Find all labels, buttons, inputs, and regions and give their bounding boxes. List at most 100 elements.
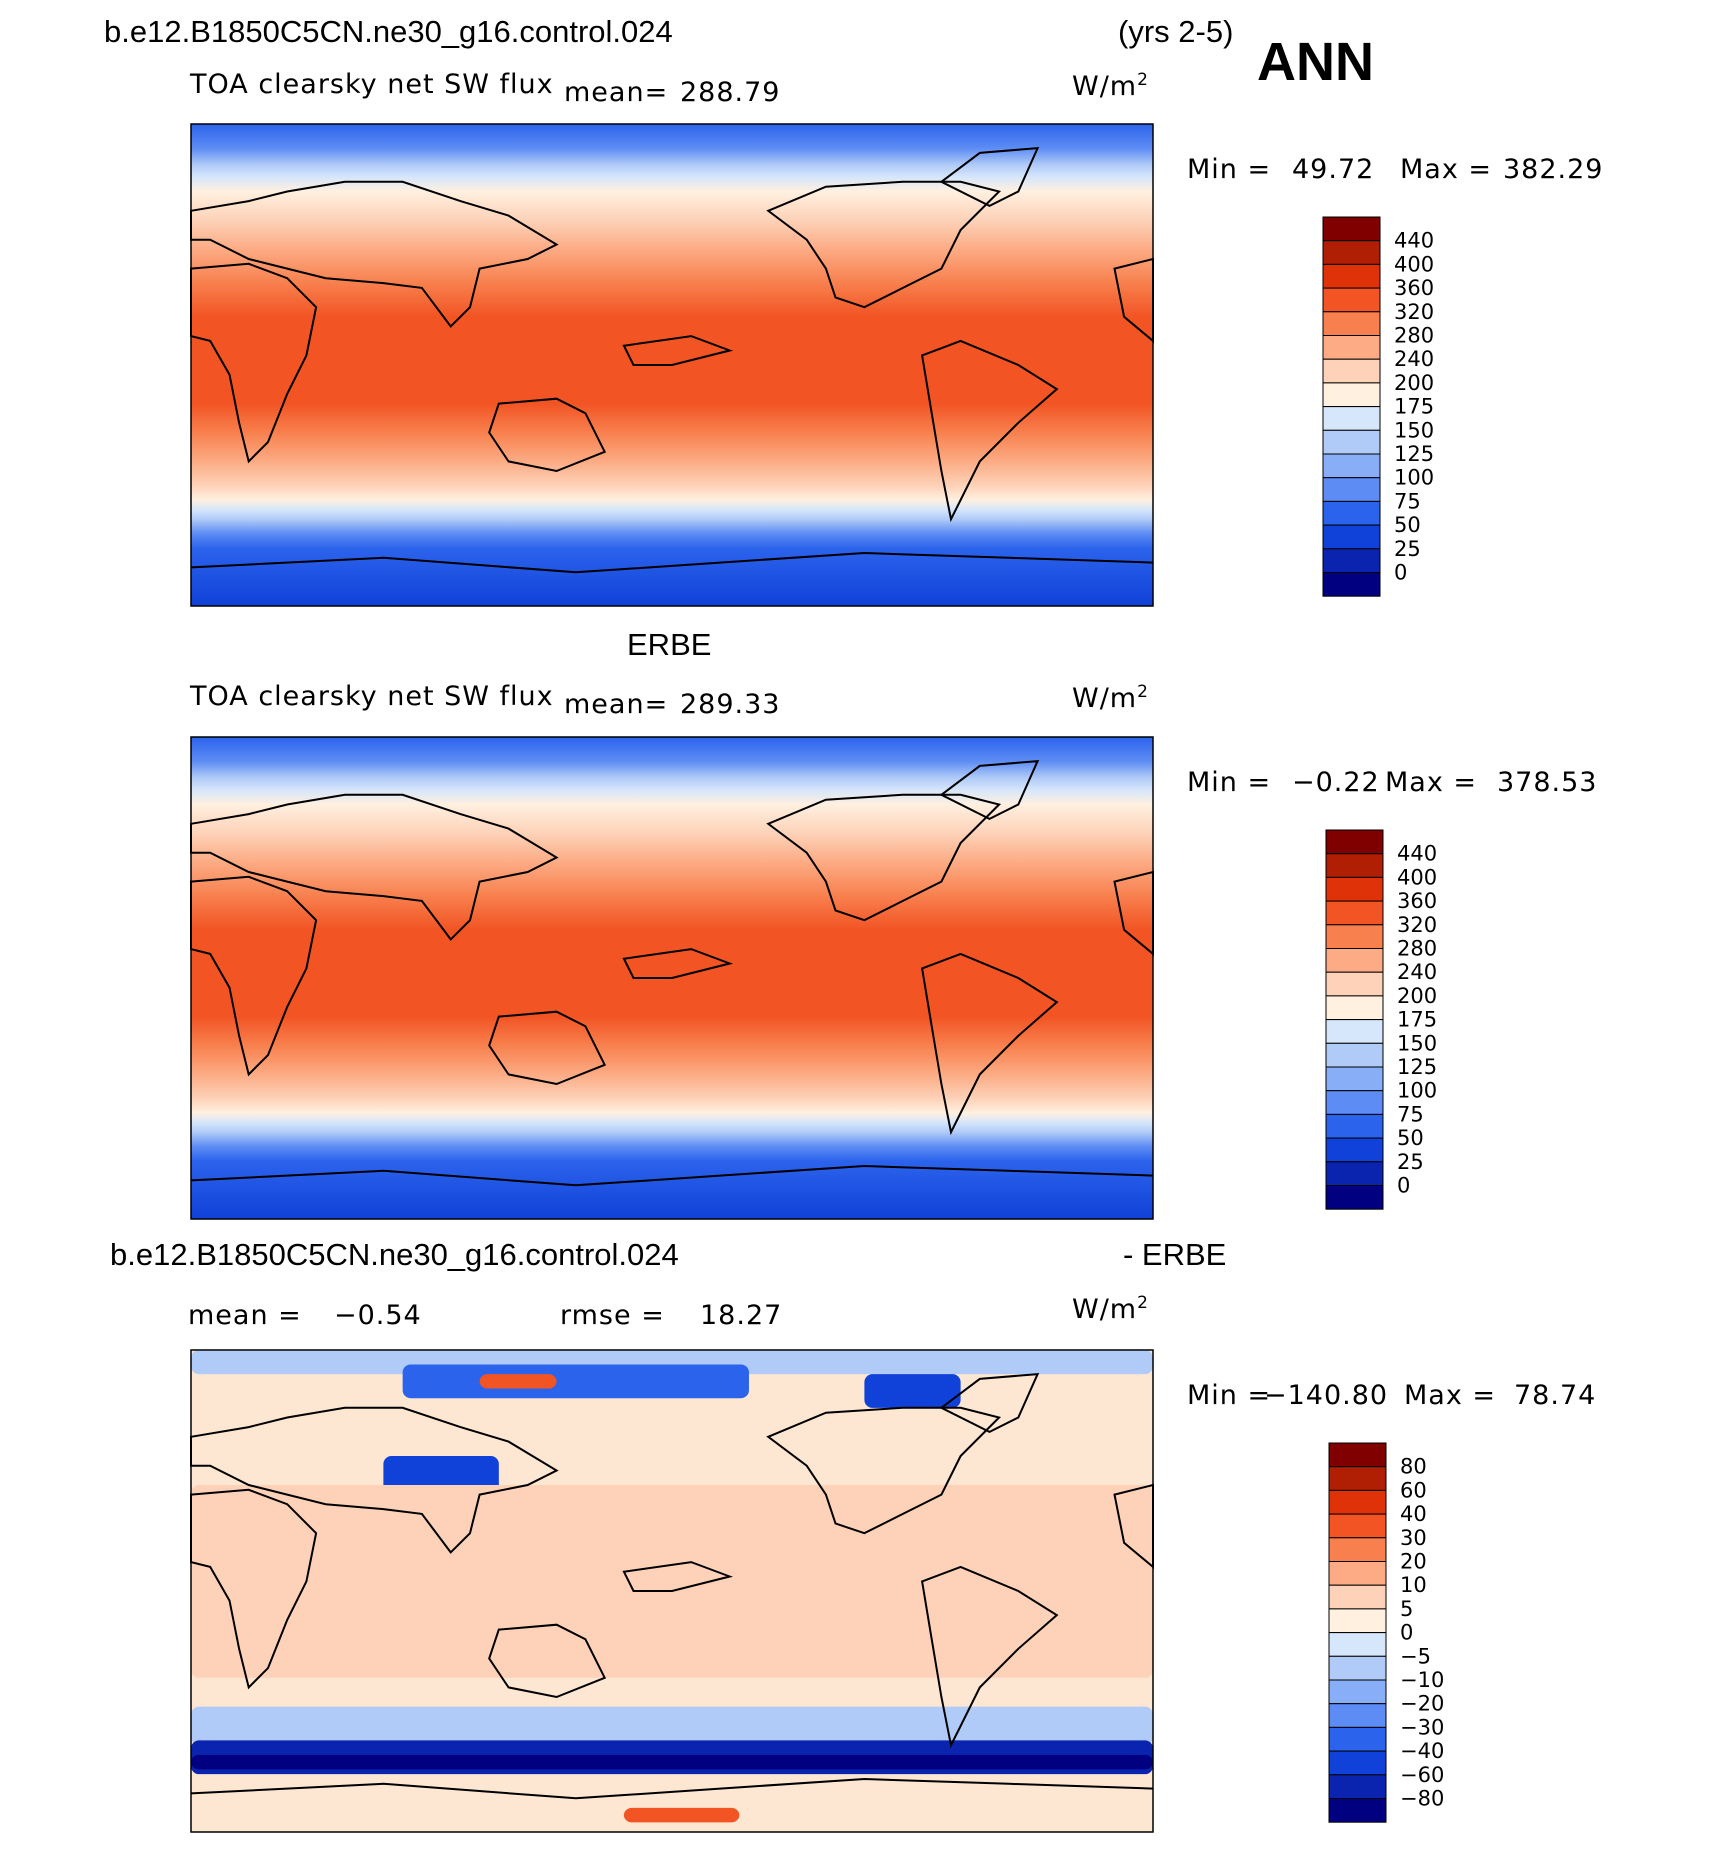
coastlines xyxy=(190,146,1154,574)
colorbar-box xyxy=(1322,216,1381,242)
colorbar-tick-label: −30 xyxy=(1400,1715,1444,1739)
coastline xyxy=(622,948,734,979)
colorbar-box xyxy=(1322,335,1381,360)
coastline xyxy=(920,339,1059,523)
colorbar-tick-label: −20 xyxy=(1400,1692,1444,1716)
colorbar-box xyxy=(1325,900,1384,926)
anomaly-arctic-pos xyxy=(479,1374,557,1389)
plot-frame xyxy=(190,1349,1154,1833)
colorbar-tick-label: 80 xyxy=(1400,1455,1427,1479)
colorbar-box xyxy=(1322,477,1381,502)
panel-difference: b.e12.B1850C5CN.ne30_g16.control.024 - E… xyxy=(110,1237,1596,1833)
years-label: (yrs 2-5) xyxy=(1118,14,1233,49)
colorbar-tick-label: 50 xyxy=(1397,1126,1424,1150)
plot-frame xyxy=(190,123,1154,607)
colorbar-tick-label: 125 xyxy=(1394,442,1434,466)
diff-title-right: - ERBE xyxy=(1123,1237,1226,1272)
colorbar-box xyxy=(1328,1632,1387,1657)
max-label: Max = xyxy=(1404,1380,1496,1411)
max-value: 78.74 xyxy=(1514,1380,1596,1411)
colorbar-box xyxy=(1322,524,1381,550)
max-label: Max = xyxy=(1385,767,1477,798)
coastline xyxy=(190,1406,559,1554)
variable-label: TOA clearsky net SW flux xyxy=(189,69,554,100)
colorbar-box xyxy=(1328,1561,1387,1586)
units-label: W/m2 xyxy=(1072,70,1149,102)
colorbar-tick-label: 400 xyxy=(1397,865,1437,889)
case-title: b.e12.B1850C5CN.ne30_g16.control.024 xyxy=(104,14,673,49)
min-value: 49.72 xyxy=(1292,154,1374,185)
colorbar-tick-label: −80 xyxy=(1400,1787,1444,1811)
coastline xyxy=(920,952,1059,1136)
min-label: Min = xyxy=(1187,154,1271,185)
colorbar-box xyxy=(1325,1066,1384,1092)
colorbar-box xyxy=(1328,1537,1387,1563)
colorbar-tick-label: 240 xyxy=(1397,960,1437,984)
colorbar-box xyxy=(1325,1090,1384,1115)
colorbar-box xyxy=(1325,971,1384,997)
mean-label: mean = xyxy=(188,1300,302,1331)
coastline xyxy=(939,146,1040,208)
anomaly-patches xyxy=(191,1350,1153,1823)
colorbar-tick-label: 360 xyxy=(1397,889,1437,913)
mean-label: mean= xyxy=(564,689,668,720)
coastline xyxy=(190,1488,318,1690)
colorbar-box xyxy=(1325,1042,1384,1068)
colorbar-tick-label: 50 xyxy=(1394,513,1421,537)
colorbar-tick-label: 440 xyxy=(1394,229,1434,253)
colorbar-tick-label: 150 xyxy=(1394,418,1434,442)
diff-title-left: b.e12.B1850C5CN.ne30_g16.control.024 xyxy=(110,1237,679,1272)
coastline xyxy=(939,1372,1040,1434)
colorbar-tick-label: 75 xyxy=(1397,1102,1424,1126)
mean-value: 288.79 xyxy=(680,77,780,108)
panel-model: TOA clearsky net SW flux mean= 288.79 W/… xyxy=(189,69,1603,607)
colorbar-box xyxy=(1322,287,1381,313)
coastline xyxy=(190,793,559,941)
colorbar-box xyxy=(1322,406,1381,431)
max-value: 382.29 xyxy=(1503,154,1603,185)
mean-value: −0.54 xyxy=(334,1300,422,1331)
colorbar-tick-label: 10 xyxy=(1400,1573,1427,1597)
coastline xyxy=(920,1565,1059,1749)
colorbar-tick-label: 240 xyxy=(1394,347,1434,371)
colorbar-tick-label: 280 xyxy=(1394,324,1434,348)
colorbar-box xyxy=(1322,240,1381,265)
colorbar-box xyxy=(1322,358,1381,384)
anomaly-southern-strong-neg xyxy=(191,1754,1153,1770)
colorbar-box xyxy=(1325,1113,1384,1139)
colorbar-box xyxy=(1322,263,1381,289)
colorbar-box xyxy=(1328,1679,1387,1705)
season-label: ANN xyxy=(1257,32,1374,92)
colorbar-box xyxy=(1325,1137,1384,1163)
colorbar-box xyxy=(1328,1584,1387,1610)
colorbar-box xyxy=(1325,1161,1384,1187)
mean-value: 289.33 xyxy=(680,689,780,720)
max-label: Max = xyxy=(1400,154,1492,185)
colorbar-box xyxy=(1322,572,1381,597)
colorbar-box xyxy=(1325,995,1384,1021)
colorbar-box xyxy=(1328,1655,1387,1681)
coastline xyxy=(190,180,559,328)
colorbar-tick-label: 360 xyxy=(1394,276,1434,300)
colorbar-box xyxy=(1328,1608,1387,1634)
max-value: 378.53 xyxy=(1497,767,1597,798)
colorbar-box xyxy=(1325,853,1384,878)
colorbar-box xyxy=(1322,500,1381,526)
colorbar-tick-label: −10 xyxy=(1400,1668,1444,1692)
colorbar-tick-label: 60 xyxy=(1400,1478,1427,1502)
colorbar-tick-label: −60 xyxy=(1400,1763,1444,1787)
colorbar-box xyxy=(1328,1750,1387,1776)
colorbar-tick-label: 175 xyxy=(1394,395,1434,419)
colorbar-tick-label: 0 xyxy=(1400,1621,1413,1645)
colorbar-box xyxy=(1322,548,1381,573)
colorbar-box xyxy=(1322,311,1381,336)
colorbar-tick-label: 280 xyxy=(1397,937,1437,961)
colorbar-tick-label: 25 xyxy=(1394,537,1421,561)
colorbar-tick-label: 125 xyxy=(1397,1055,1437,1079)
colorbar-tick-label: −40 xyxy=(1400,1739,1444,1763)
colorbar-box xyxy=(1322,429,1381,455)
coastlines xyxy=(190,1372,1154,1800)
colorbar-tick-label: 30 xyxy=(1400,1526,1427,1550)
